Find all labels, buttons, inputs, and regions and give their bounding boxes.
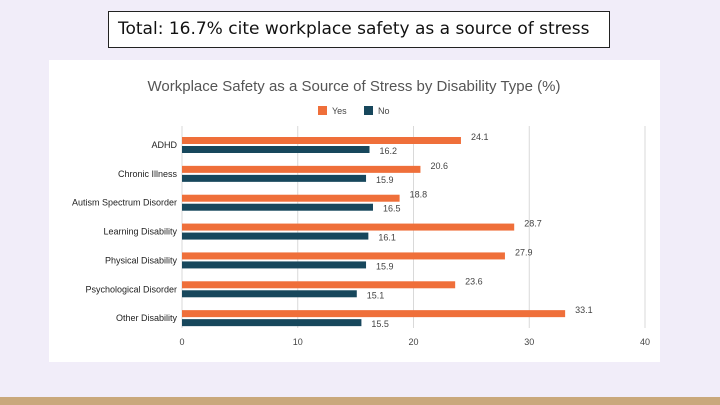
category-label: Physical Disability (105, 255, 178, 265)
bar-yes (182, 252, 505, 260)
summary-callout: Total: 16.7% cite workplace safety as a … (108, 11, 610, 48)
bottom-accent-bar (0, 397, 720, 405)
category-label: ADHD (151, 140, 177, 150)
category-label: Psychological Disorder (85, 284, 177, 294)
data-label-yes: 23.6 (465, 276, 483, 286)
bar-yes (182, 310, 566, 318)
data-label-yes: 24.1 (471, 132, 489, 142)
x-tick-label: 40 (640, 337, 650, 347)
chart-title: Workplace Safety as a Source of Stress b… (148, 78, 561, 95)
bar-yes (182, 223, 515, 231)
bar-no (182, 261, 367, 269)
data-label-no: 15.5 (371, 319, 389, 329)
category-label: Chronic Illness (118, 169, 178, 179)
data-label-yes: 18.8 (410, 190, 428, 200)
bar-yes (182, 137, 461, 144)
data-label-no: 16.1 (378, 233, 396, 243)
legend-swatch-no (364, 106, 373, 115)
chart-card: Workplace Safety as a Source of Stress b… (49, 60, 660, 362)
bars (182, 137, 566, 327)
summary-text: Total: 16.7% cite workplace safety as a … (118, 19, 590, 39)
data-label-yes: 28.7 (524, 219, 542, 229)
category-label: Autism Spectrum Disorder (72, 198, 177, 208)
category-label: Learning Disability (103, 227, 177, 237)
x-tick-label: 10 (293, 337, 303, 347)
bar-chart: Workplace Safety as a Source of Stress b… (72, 78, 650, 347)
bar-yes (182, 194, 400, 202)
labels: 0 10 20 30 40 ADHD 24.1 16.2 Chronic Illness 20.6… (72, 132, 650, 347)
category-label: Other Disability (116, 313, 178, 323)
x-tick-label: 30 (524, 337, 534, 347)
bar-no (182, 203, 373, 211)
legend-label-no: No (378, 106, 390, 116)
data-label-no: 16.5 (383, 204, 401, 214)
bar-no (182, 290, 357, 298)
bar-yes (182, 165, 421, 173)
x-tick-label: 20 (408, 337, 418, 347)
data-label-no: 15.9 (376, 261, 394, 271)
x-tick-label: 0 (179, 337, 184, 347)
data-label-no: 15.9 (376, 175, 394, 185)
data-label-yes: 27.9 (515, 247, 533, 257)
chart-legend: Yes No (318, 106, 390, 116)
data-label-yes: 20.6 (430, 161, 448, 171)
data-label-no: 15.1 (367, 290, 385, 300)
bar-no (182, 232, 369, 240)
bar-no (182, 174, 367, 182)
data-label-yes: 33.1 (575, 305, 593, 315)
data-label-no: 16.2 (380, 146, 398, 156)
bar-no (182, 146, 370, 153)
legend-swatch-yes (318, 106, 327, 115)
bar-yes (182, 281, 456, 289)
bar-no (182, 319, 362, 327)
legend-label-yes: Yes (332, 106, 347, 116)
